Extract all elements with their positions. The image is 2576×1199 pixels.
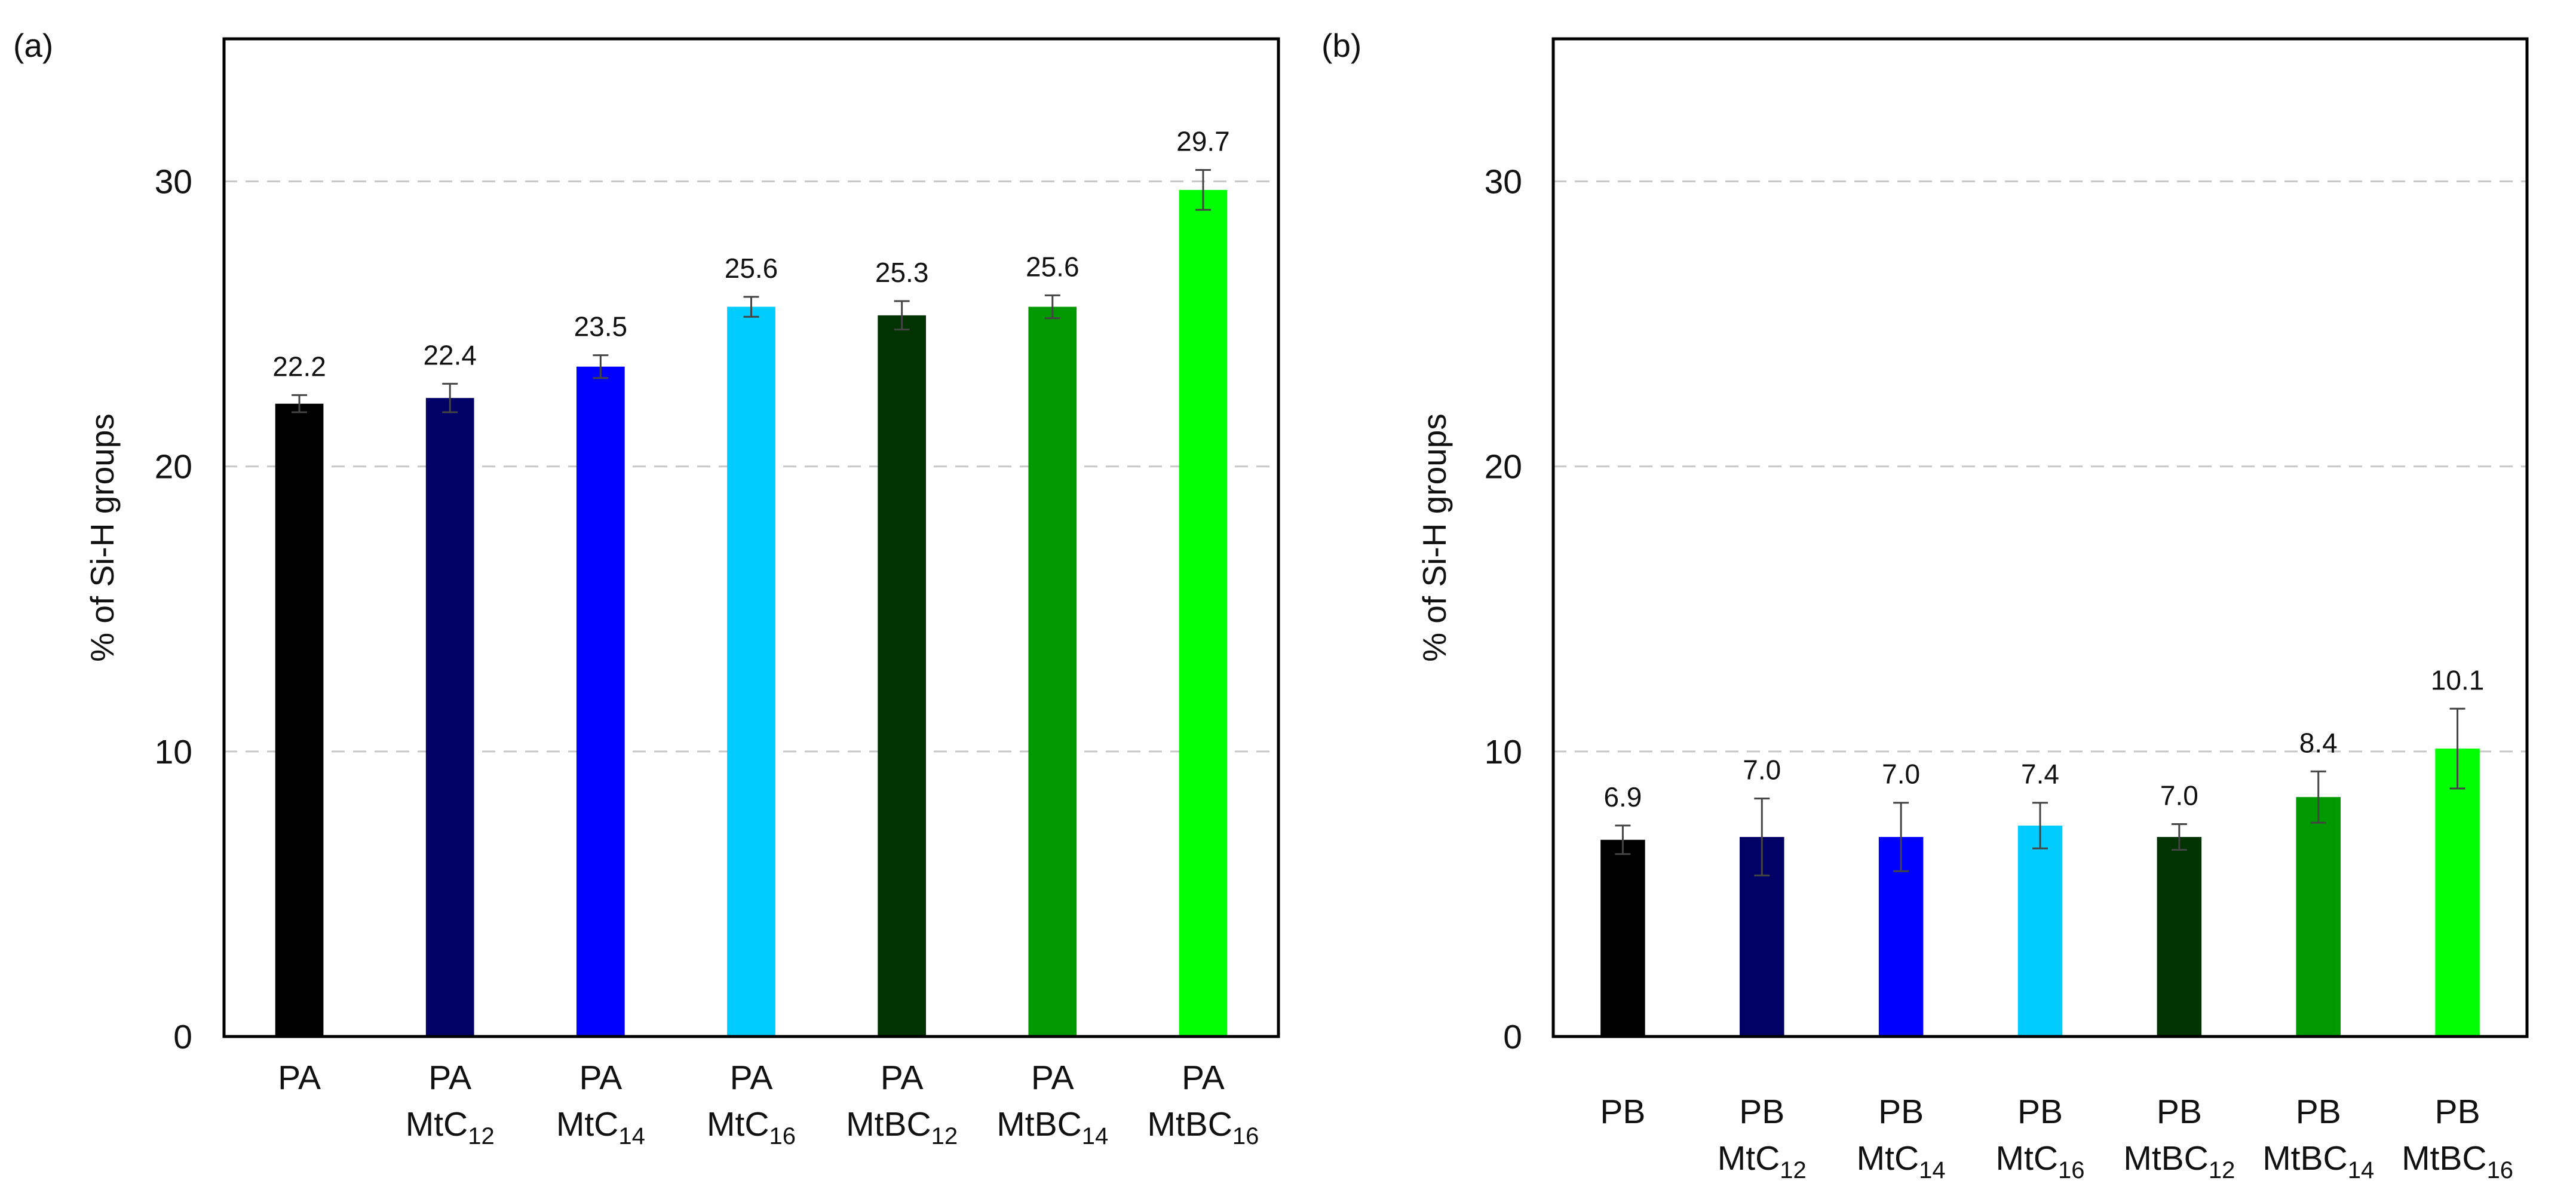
y-tick-label: 30 xyxy=(1485,163,1522,201)
x-tick-label: PA xyxy=(1031,1059,1074,1097)
x-tick-sublabel: MtBC12 xyxy=(2123,1139,2235,1183)
panel-label: (b) xyxy=(1321,27,1361,64)
x-tick-label: PA xyxy=(1182,1059,1225,1097)
data-label: 6.9 xyxy=(1603,781,1642,812)
error-bar xyxy=(593,354,609,379)
y-tick-label: 20 xyxy=(155,448,192,486)
x-tick-sublabel: MtBC12 xyxy=(846,1105,958,1149)
error-bar xyxy=(2171,823,2187,851)
error-bar xyxy=(1893,802,1909,872)
x-tick-label: PB xyxy=(2435,1093,2480,1131)
x-tick-sublabel: MtC16 xyxy=(1996,1139,2085,1183)
bar xyxy=(2296,797,2341,1037)
data-label: 25.6 xyxy=(725,253,778,284)
x-tick-label: PA xyxy=(278,1059,321,1097)
x-tick-label: PB xyxy=(2296,1093,2341,1131)
data-label: 7.0 xyxy=(1743,755,1781,786)
chart-panel-2: (b) 0 10 20 30 % of Si-H groups 6.9 PB 7.0 PB MtC1… xyxy=(1321,27,2529,1183)
data-label: 7.4 xyxy=(2021,759,2059,790)
x-tick-label: PA xyxy=(730,1059,773,1097)
data-label: 22.2 xyxy=(272,351,326,382)
bar xyxy=(727,306,775,1037)
error-bar xyxy=(743,296,759,318)
data-label: 25.3 xyxy=(875,257,929,288)
bar xyxy=(1179,189,1228,1037)
bar xyxy=(2157,837,2202,1037)
x-tick-label: PA xyxy=(579,1059,622,1097)
data-label: 7.0 xyxy=(1882,759,1920,790)
x-tick-label: PA xyxy=(428,1059,471,1097)
plot-frame xyxy=(1551,37,2529,1038)
error-bar xyxy=(894,300,910,331)
x-tick-sublabel: MtBC16 xyxy=(1147,1105,1259,1149)
data-label: 7.0 xyxy=(2160,780,2198,811)
error-bar xyxy=(292,394,308,413)
bar xyxy=(576,366,625,1037)
data-label: 10.1 xyxy=(2431,664,2485,695)
x-tick-label: PB xyxy=(1739,1093,1784,1131)
data-label: 29.7 xyxy=(1176,125,1230,157)
x-tick-label: PB xyxy=(2017,1093,2063,1131)
error-bar xyxy=(1615,824,1631,855)
y-axis-label: % of Si-H groups xyxy=(84,413,121,662)
data-label: 23.5 xyxy=(574,311,628,342)
bar xyxy=(2017,825,2063,1037)
x-tick-sublabel: MtC12 xyxy=(1718,1139,1807,1183)
bar xyxy=(425,398,474,1037)
error-bar xyxy=(1754,798,1770,876)
error-bar xyxy=(442,382,458,413)
error-bar xyxy=(2310,770,2326,824)
x-tick-label: PB xyxy=(2157,1093,2202,1131)
x-tick-sublabel: MtC12 xyxy=(406,1105,495,1149)
bar xyxy=(1028,306,1077,1037)
y-tick-label: 10 xyxy=(1485,733,1522,771)
y-tick-label: 10 xyxy=(155,733,192,771)
x-tick-sublabel: MtC14 xyxy=(1857,1139,1946,1183)
data-label: 8.4 xyxy=(2299,727,2338,758)
bar xyxy=(1600,839,1645,1037)
x-tick-sublabel: MtBC14 xyxy=(2262,1139,2374,1183)
error-bar xyxy=(1195,168,1211,211)
chart-panel-1: (a) 0 10 20 30 % of Si-H groups 22.2 PA 22.4 PA Mt… xyxy=(13,27,1280,1149)
bar xyxy=(2435,749,2480,1037)
data-label: 25.6 xyxy=(1026,251,1080,282)
y-tick-label: 30 xyxy=(155,163,192,201)
error-bar xyxy=(2449,707,2465,790)
bar xyxy=(275,403,324,1037)
error-bar xyxy=(2032,802,2048,850)
x-tick-label: PB xyxy=(1600,1093,1645,1131)
x-tick-label: PA xyxy=(881,1059,924,1097)
panel-label: (a) xyxy=(13,27,53,64)
plot-frame xyxy=(222,37,1280,1038)
bar xyxy=(878,315,926,1037)
error-bar xyxy=(1044,294,1060,320)
x-tick-sublabel: MtC14 xyxy=(556,1105,645,1149)
data-label: 22.4 xyxy=(423,339,477,370)
y-tick-label: 20 xyxy=(1485,448,1522,486)
y-tick-label: 0 xyxy=(173,1018,192,1056)
x-tick-sublabel: MtBC14 xyxy=(996,1105,1108,1149)
x-tick-sublabel: MtC16 xyxy=(707,1105,796,1149)
y-tick-label: 0 xyxy=(1503,1018,1522,1056)
x-tick-sublabel: MtBC16 xyxy=(2402,1139,2513,1183)
x-tick-label: PB xyxy=(1878,1093,1924,1131)
y-axis-label: % of Si-H groups xyxy=(1416,413,1453,662)
